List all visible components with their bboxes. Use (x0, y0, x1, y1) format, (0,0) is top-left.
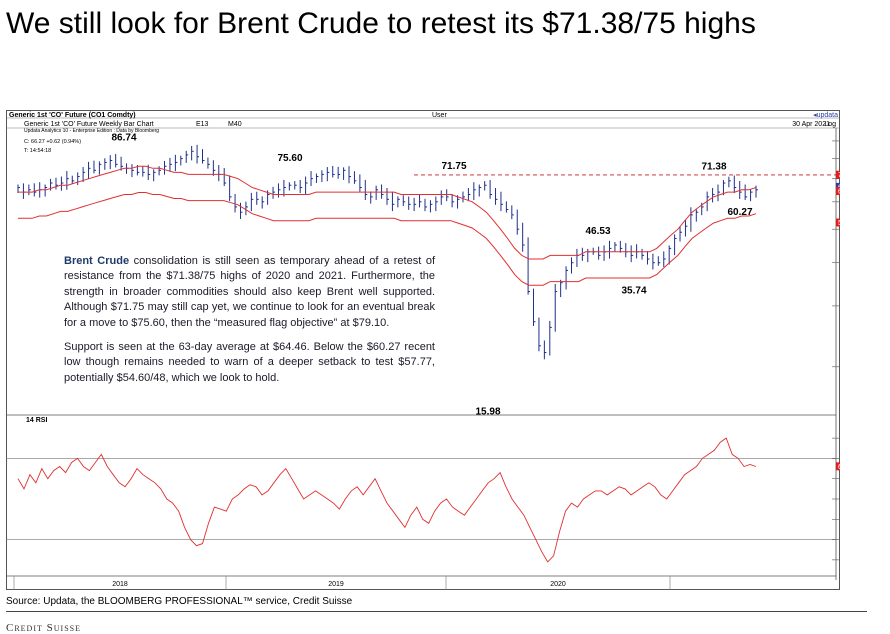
updata-logo: ◂updata (813, 112, 838, 119)
credit-suisse-logo: Credit Suisse (6, 622, 81, 634)
rsi-tag-label: 66.1 (838, 464, 840, 471)
moving-average-line (18, 165, 757, 260)
price-tag-label: 52.28 (838, 220, 840, 227)
security-label: Generic 1st 'CO' Future (CO1 Comdty) (9, 112, 136, 119)
chart-code-1: E13 (196, 121, 209, 128)
annotation-para-1: consolidation is still seen as temporary… (64, 255, 436, 329)
rsi-tag (836, 462, 840, 471)
user-label: User (432, 112, 447, 119)
rsi-line (17, 437, 757, 563)
price-tag (836, 218, 840, 227)
price-annotation-label: 71.38 (701, 162, 726, 173)
annotation-text: Brent Crude consolidation is still seen … (64, 254, 435, 395)
price-tag (836, 170, 840, 179)
chart-frame: Generic 1st 'CO' Future (CO1 Comdty) Use… (6, 110, 840, 590)
rsi-label: 14 RSI (26, 417, 47, 424)
price-annotation-label: 86.74 (111, 132, 136, 143)
scale-label: Log (824, 121, 836, 128)
edition-label: Updata Analytics 10 - Enterprise Edition… (24, 128, 159, 134)
price-tag (836, 182, 840, 191)
price-annotation-label: 46.53 (585, 226, 610, 237)
chart-code-2: M40 (228, 121, 242, 128)
annotation-lead: Brent Crude (64, 255, 130, 267)
chart-name: Generic 1st 'CO' Future Weekly Bar Chart (24, 121, 154, 128)
long-moving-average-line (18, 192, 757, 286)
price-annotation-label: 60.27 (727, 207, 752, 218)
x-tick-label: 2018 (112, 581, 128, 588)
price-tag-label: 71.85 (838, 172, 840, 179)
price-annotation-label: 75.60 (277, 153, 302, 164)
price-annotation-label: 71.75 (441, 161, 466, 172)
x-tick-label: 2019 (328, 581, 344, 588)
x-tick-label: 2020 (550, 581, 566, 588)
price-annotation-label: 35.74 (621, 286, 646, 297)
price-tag (836, 187, 840, 196)
annotation-para-2: Support is seen at the 63-day average at… (64, 341, 435, 384)
source-note: Source: Updata, the BLOOMBERG PROFESSION… (6, 596, 353, 607)
price-annotation-label: 15.98 (475, 406, 500, 417)
time-label: T: 14:54:18 (24, 148, 51, 154)
footer-rule (6, 611, 867, 612)
page-title: We still look for Brent Crude to retest … (6, 7, 756, 40)
quote-label: C: 66.27 +0.62 (0.94%) (24, 139, 81, 145)
date-label: 30 Apr 2021 (792, 121, 830, 128)
price-tag-label: 64.46 (838, 189, 840, 196)
